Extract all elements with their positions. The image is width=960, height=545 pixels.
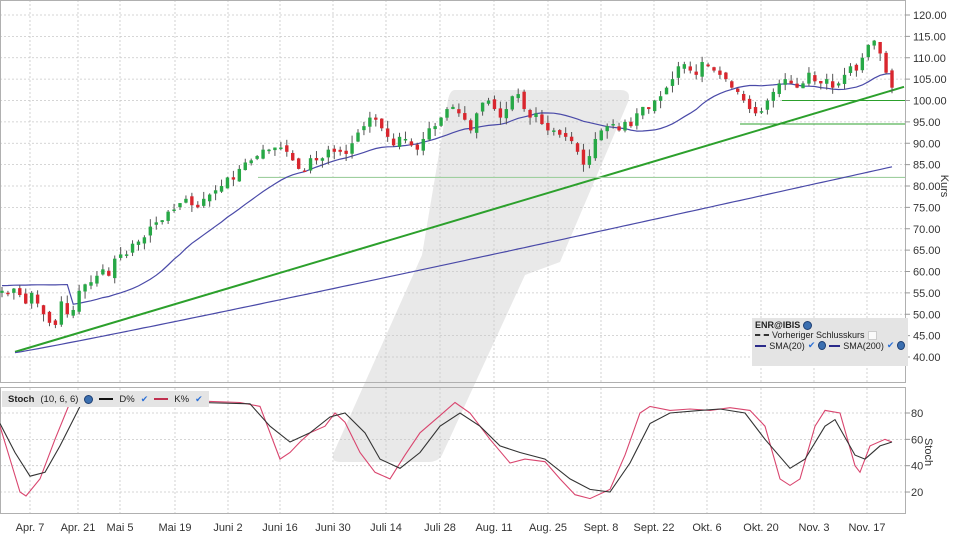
date-x-axis: Apr. 7 Apr. 21 Mai 5 Mai 19 Juni 2 Juni 16 Jun… <box>16 522 886 534</box>
stoch-y-axis: 20 40 60 80 <box>905 408 923 499</box>
svg-text:100.00: 100.00 <box>913 96 947 108</box>
legend-prev-close: Vorheriger Schlusskurs <box>772 330 865 340</box>
globe-icon[interactable] <box>803 320 813 330</box>
stoch-globe-icon[interactable] <box>84 394 94 404</box>
svg-text:Okt. 6: Okt. 6 <box>692 522 721 534</box>
stoch-k-label: K% <box>174 393 190 405</box>
svg-text:Nov. 17: Nov. 17 <box>848 522 885 534</box>
svg-text:50.00: 50.00 <box>913 309 941 321</box>
stoch-legend: Stoch (10, 6, 6) D% ✔ K% ✔ <box>2 391 209 407</box>
svg-text:65.00: 65.00 <box>913 245 941 257</box>
svg-text:Nov. 3: Nov. 3 <box>799 522 830 534</box>
sma200-globe-icon[interactable] <box>897 341 905 350</box>
svg-text:40.00: 40.00 <box>913 352 941 364</box>
price-axis-title: Kurs <box>938 175 950 198</box>
prev-close-checkbox[interactable] <box>867 330 877 340</box>
svg-text:Aug. 11: Aug. 11 <box>475 522 512 534</box>
svg-text:20: 20 <box>911 487 923 499</box>
svg-text:Juli 28: Juli 28 <box>424 522 456 534</box>
legend-sma200: SMA(200) <box>843 340 884 351</box>
svg-text:110.00: 110.00 <box>913 53 946 65</box>
sma20-globe-icon[interactable] <box>818 341 826 350</box>
svg-text:Juli 14: Juli 14 <box>370 522 402 534</box>
svg-text:Aug. 25: Aug. 25 <box>529 522 567 534</box>
sma20-checkbox[interactable]: ✔ <box>807 340 816 350</box>
price-panel-frame <box>0 0 906 383</box>
d-line-icon <box>99 398 114 400</box>
svg-text:85.00: 85.00 <box>913 160 941 172</box>
svg-text:80: 80 <box>911 408 923 420</box>
trendlines <box>14 85 905 353</box>
svg-text:Apr. 21: Apr. 21 <box>61 522 96 534</box>
svg-text:55.00: 55.00 <box>913 288 941 300</box>
candlesticks <box>0 39 894 329</box>
svg-text:115.00: 115.00 <box>913 31 946 43</box>
svg-text:45.00: 45.00 <box>913 331 941 343</box>
sma200-line-icon <box>829 344 841 347</box>
svg-text:105.00: 105.00 <box>913 74 947 86</box>
stoch-d-label: D% <box>119 393 135 405</box>
svg-text:75.00: 75.00 <box>913 202 941 214</box>
watermark-logo <box>332 90 629 462</box>
svg-text:80.00: 80.00 <box>913 181 941 193</box>
legend-symbol: ENR@IBIS <box>755 320 801 330</box>
sma-lines <box>1 73 893 354</box>
svg-text:Mai 19: Mai 19 <box>158 522 191 534</box>
svg-text:60: 60 <box>911 434 923 446</box>
svg-text:Sept. 8: Sept. 8 <box>584 522 619 534</box>
k-checkbox[interactable]: ✔ <box>195 393 203 404</box>
stoch-title: Stoch <box>8 393 35 405</box>
svg-text:Juni 16: Juni 16 <box>262 522 297 534</box>
price-y-axis: 40.00 45.00 50.00 55.00 60.00 65.00 70.00 75.00… <box>905 10 947 364</box>
svg-text:Okt. 20: Okt. 20 <box>743 522 778 534</box>
svg-text:70.00: 70.00 <box>913 224 941 236</box>
sma200-checkbox[interactable]: ✔ <box>886 340 895 350</box>
svg-text:Apr. 7: Apr. 7 <box>16 522 45 534</box>
svg-text:Juni 2: Juni 2 <box>213 522 242 534</box>
dashed-line-icon <box>755 334 769 336</box>
svg-text:90.00: 90.00 <box>913 138 941 150</box>
svg-text:Mai 5: Mai 5 <box>107 522 134 534</box>
k-line-icon <box>154 398 169 400</box>
svg-text:60.00: 60.00 <box>913 267 941 279</box>
stoch-grid <box>0 388 905 513</box>
stoch-panel-frame <box>0 387 906 514</box>
price-legend: ENR@IBIS Vorheriger Schlusskurs SMA(20) … <box>752 318 908 366</box>
legend-sma20: SMA(20) <box>769 340 805 351</box>
svg-text:40: 40 <box>911 461 923 473</box>
sma20-line-icon <box>755 344 767 347</box>
svg-text:95.00: 95.00 <box>913 117 941 129</box>
d-checkbox[interactable]: ✔ <box>140 393 149 404</box>
stoch-axis-title: Stoch <box>922 438 934 466</box>
stoch-params: (10, 6, 6) <box>40 393 79 405</box>
svg-text:Juni 30: Juni 30 <box>315 522 350 534</box>
svg-text:120.00: 120.00 <box>913 10 947 22</box>
svg-text:Sept. 22: Sept. 22 <box>634 522 675 534</box>
price-grid <box>0 0 905 383</box>
